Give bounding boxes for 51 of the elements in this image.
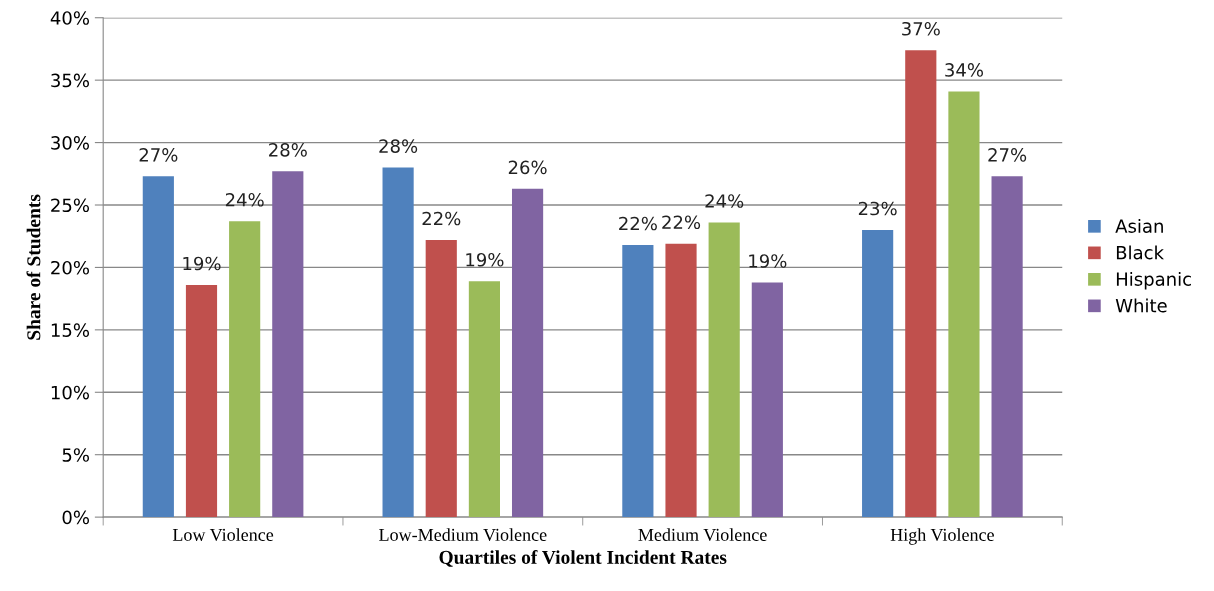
- bar: [511, 188, 544, 518]
- data-label: 22%: [619, 216, 657, 231]
- y-tick-label: 40%: [50, 11, 89, 25]
- y-tick-label: 5%: [62, 448, 89, 462]
- data-label: 34%: [945, 63, 984, 77]
- data-label: 22%: [422, 211, 461, 226]
- y-tick-label: 30%: [51, 136, 89, 150]
- bar: [991, 176, 1023, 518]
- bar: [382, 167, 414, 518]
- y-tick-label: 15%: [51, 323, 89, 337]
- y-tick-label: 10%: [51, 385, 89, 400]
- bar: [948, 91, 980, 518]
- y-axis-title: Share of Students: [26, 194, 41, 340]
- data-label: 19%: [183, 256, 221, 271]
- bar: [272, 171, 304, 518]
- x-tick-label: High Violence: [890, 528, 994, 545]
- bar: [622, 244, 654, 518]
- data-label: 24%: [705, 194, 744, 208]
- legend-label: Hispanic: [1116, 271, 1191, 290]
- data-label: 23%: [858, 201, 897, 216]
- data-label: 27%: [988, 148, 1027, 162]
- data-label: 26%: [508, 160, 547, 175]
- data-label: 19%: [749, 254, 787, 268]
- bar: [425, 239, 457, 518]
- bar: [665, 243, 697, 518]
- data-label: 19%: [466, 252, 504, 267]
- x-tick-label: Low-Medium Violence: [379, 528, 547, 542]
- data-label: 37%: [902, 21, 940, 36]
- x-tick-label: Medium Violence: [638, 528, 767, 542]
- legend-label: Black: [1116, 245, 1164, 260]
- y-tick-label: 25%: [51, 198, 89, 213]
- data-label: 28%: [269, 143, 307, 157]
- bar: [468, 281, 500, 518]
- y-tick-label: 0%: [62, 510, 89, 525]
- bar: [905, 50, 937, 518]
- y-tick-label: 20%: [51, 260, 89, 275]
- y-tick-label: 35%: [51, 73, 89, 88]
- bar: [185, 284, 218, 518]
- data-label: 27%: [139, 148, 178, 162]
- data-label: 24%: [225, 192, 264, 207]
- x-tick-label: Low Violence: [172, 528, 274, 542]
- data-label: 22%: [662, 215, 701, 230]
- x-axis-title: Quartiles of Violent Incident Rates: [439, 550, 727, 567]
- bar: [862, 229, 894, 518]
- bar: [229, 221, 261, 518]
- legend-label: Asian: [1115, 218, 1163, 233]
- bar: [142, 176, 174, 518]
- bar: [751, 282, 783, 518]
- legend-label: White: [1115, 298, 1167, 313]
- bar: [708, 222, 740, 518]
- data-label: 28%: [379, 139, 418, 153]
